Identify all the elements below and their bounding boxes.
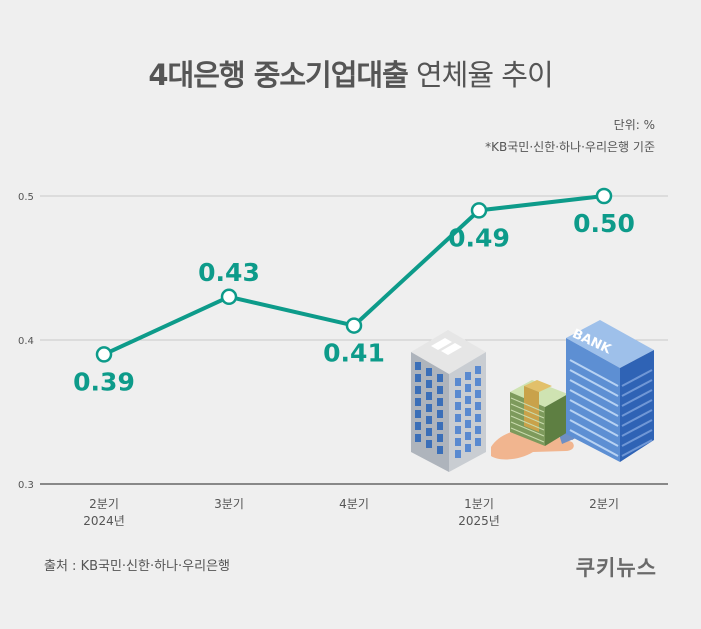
brand-logo: 쿠키뉴스	[575, 556, 657, 580]
y-tick-label: 0.4	[18, 336, 34, 347]
x-tick-label: 4분기	[339, 497, 369, 511]
data-point	[220, 288, 238, 306]
data-label: 0.50	[573, 209, 635, 238]
data-point	[595, 187, 613, 205]
data-label: 0.39	[73, 367, 135, 396]
data-label: 0.43	[198, 258, 260, 287]
chart-title: 4대은행 중소기업대출 연체율 추이	[0, 52, 701, 94]
data-point	[345, 317, 363, 334]
x-tick-label: 2분기 2024년	[83, 497, 125, 528]
y-tick-label: 0.5	[18, 192, 34, 203]
basis-note: *KB국민·신한·하나·우리은행 기준	[485, 140, 655, 154]
x-tick-label: 1분기 2025년	[458, 497, 500, 528]
x-tick-label: 3분기	[214, 497, 244, 511]
grid-lines	[40, 195, 668, 341]
chart-title-bold: 4대은행 중소기업대출	[148, 58, 408, 92]
bank-building-icon: BANK	[566, 320, 654, 462]
unit-note: 단위: %	[613, 118, 655, 132]
source-note: 출처 : KB국민·신한·하나·우리은행	[44, 559, 231, 574]
x-tick-labels: 2분기 2024년 3분기 4분기 1분기 2025년 2분기	[83, 497, 619, 528]
data-label: 0.41	[323, 339, 385, 368]
chart-title-light: 연체율 추이	[407, 58, 554, 92]
data-label: 0.49	[448, 223, 510, 252]
data-point	[470, 202, 488, 219]
data-point	[95, 346, 113, 363]
x-tick-label: 2분기	[589, 497, 619, 511]
money-stack-icon	[510, 380, 568, 446]
y-tick-label: 0.3	[18, 480, 34, 491]
bank-illustration: BANK	[411, 320, 654, 472]
data-labels: 0.39 0.43 0.41 0.49 0.50	[73, 209, 635, 396]
y-tick-labels: 0.5 0.4 0.3	[18, 192, 34, 491]
office-building-icon	[411, 330, 486, 472]
data-points	[95, 187, 613, 363]
